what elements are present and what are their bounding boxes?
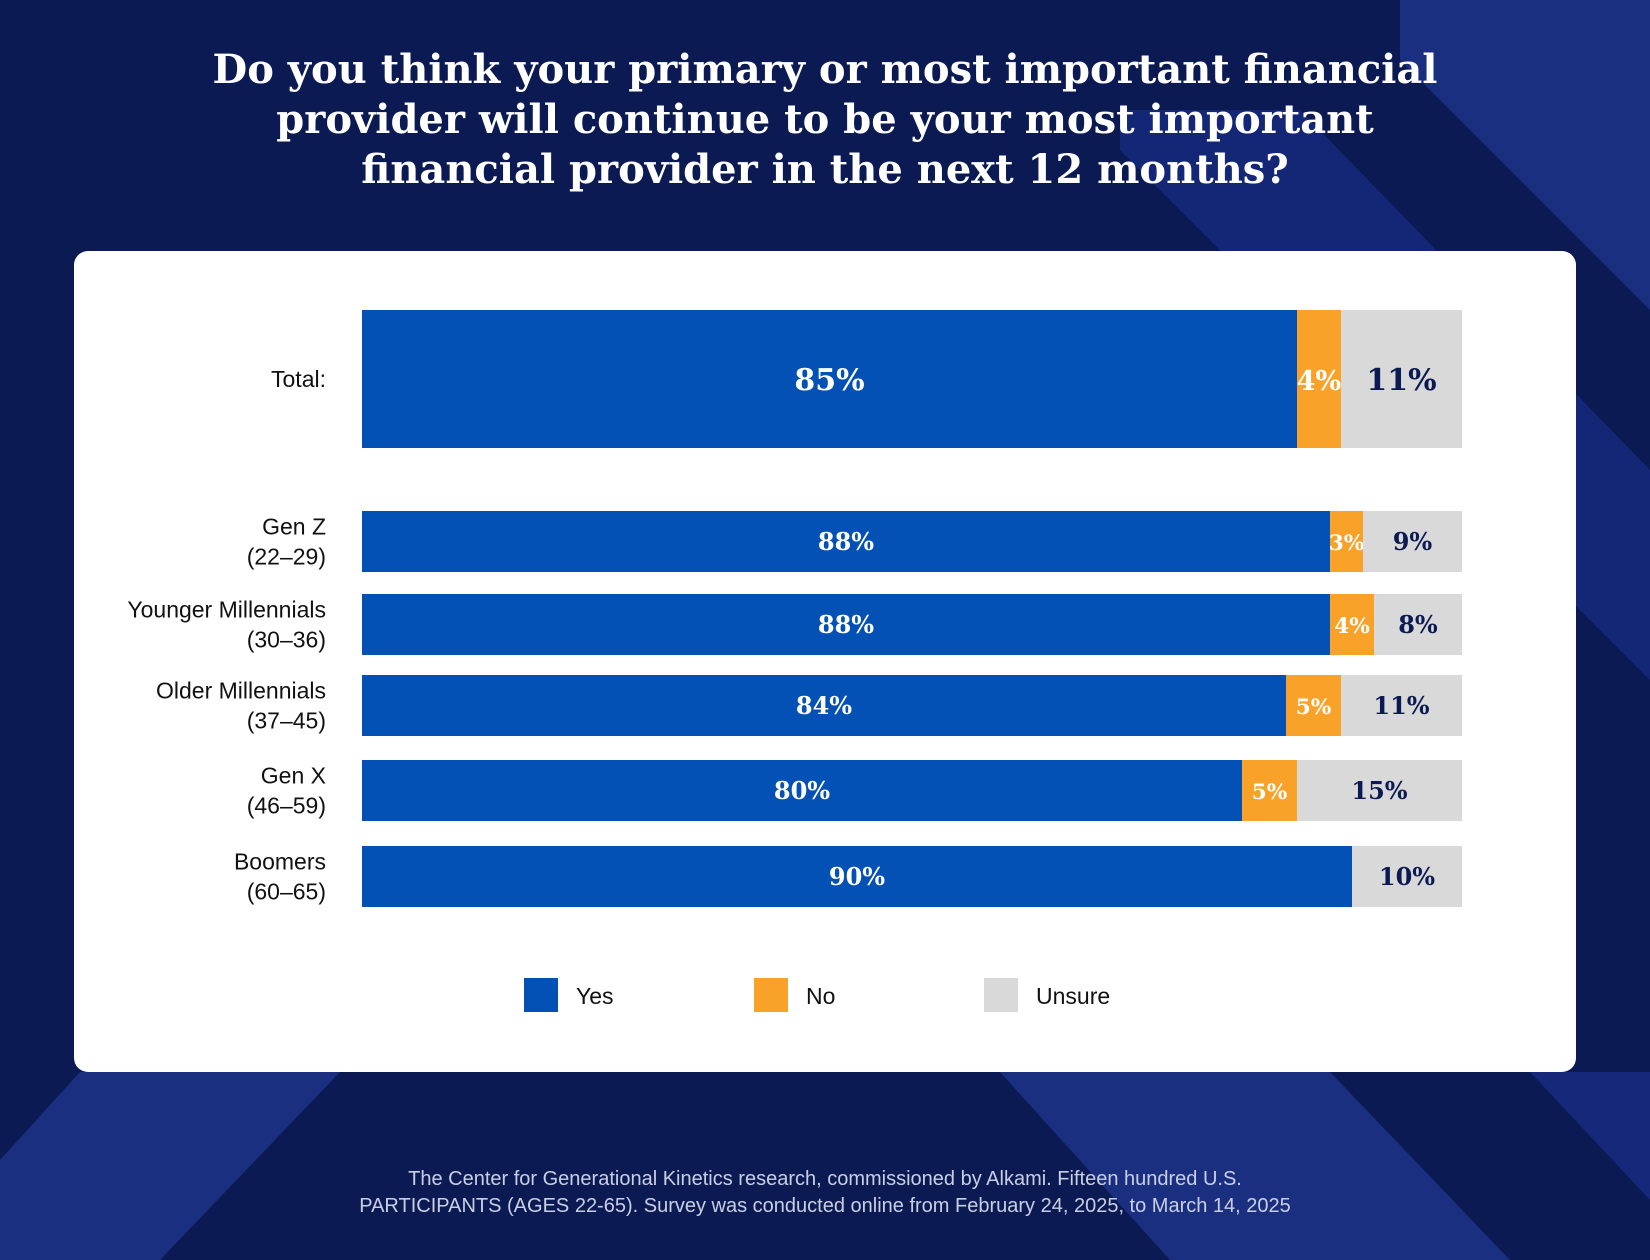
legend-label-unsure: Unsure [1036,983,1111,1009]
category-label: Older Millennials (37–45) [156,678,326,734]
category-label: Gen Z (22–29) [247,514,326,570]
category-label-line: (60–65) [247,879,326,905]
category-label: Boomers (60–65) [234,849,326,905]
legend-swatch-unsure [984,978,1018,1012]
category-label-line: Gen Z [262,514,326,540]
bar-segment-no [1297,310,1341,448]
stripe-bottom-right [1000,1072,1510,1260]
data-label-unsure: 15% [1351,776,1407,805]
stacked-bar-chart: Total: 85% 4% 11% Gen Z (22–29) 88% 3% 9% Younger… [127,310,1462,907]
category-label-line: (37–45) [247,708,326,734]
data-label-unsure: 9% [1393,527,1433,556]
data-label-no: 5% [1252,780,1288,805]
legend-swatch-no [754,978,788,1012]
category-label-line: (46–59) [247,793,326,819]
category-label-line: Gen X [261,763,326,789]
source-footnote: The Center for Generational Kinetics res… [200,1166,1450,1220]
category-label: Gen X (46–59) [247,763,326,819]
legend-label-no: No [806,983,836,1009]
bar-segment-unsure [1341,310,1462,448]
stripe-bottom-corner [1530,1072,1650,1200]
category-label-line: Total: [271,366,326,392]
data-label-yes: 90% [829,862,885,891]
category-label-line: Older Millennials [156,678,326,704]
bar-segment-unsure [1352,846,1462,907]
title-line-3: financial provider in the next 12 months… [361,146,1289,193]
category-label-line: (30–36) [247,627,326,653]
data-label-no: 4% [1297,366,1341,397]
bar-segment-yes [362,760,1242,821]
data-label-yes: 84% [796,691,852,720]
category-label-line: (22–29) [247,544,326,570]
bar-segment-no [1330,511,1363,572]
title-line-1: Do you think your primary or most import… [212,46,1438,93]
data-label-no: 5% [1296,695,1332,720]
category-label: Total: [271,366,326,392]
data-label-no: 3% [1329,531,1365,556]
data-label-yes: 85% [794,363,864,398]
footnote-line-1: The Center for Generational Kinetics res… [408,1168,1242,1190]
chart-card: Total: 85% 4% 11% Gen Z (22–29) 88% 3% 9% Younger… [74,251,1576,1072]
stripe-top-right [1400,0,1650,310]
legend-label-yes: Yes [576,983,614,1009]
stripe-bottom-left [0,1072,340,1260]
bar-segment-yes [362,846,1352,907]
legend: Yes No Unsure [74,978,1576,1014]
data-label-yes: 80% [774,776,830,805]
bar-segment-no [1330,594,1374,655]
bar-segment-unsure [1374,594,1462,655]
bar-segment-unsure [1341,675,1462,736]
bar-segment-no [1242,760,1297,821]
data-label-yes: 88% [818,527,874,556]
legend-swatch-yes [524,978,558,1012]
data-label-yes: 88% [818,610,874,639]
bar-segment-unsure [1297,760,1462,821]
category-label: Younger Millennials (30–36) [127,597,326,653]
bar-segment-no [1286,675,1341,736]
bar-segment-yes [362,594,1330,655]
chart-title: Do you think your primary or most import… [120,45,1530,195]
data-label-unsure: 11% [1366,363,1436,398]
bar-segment-yes [362,675,1286,736]
data-label-unsure: 11% [1373,691,1429,720]
data-label-no: 4% [1334,614,1370,639]
data-label-unsure: 8% [1398,610,1438,639]
category-label-line: Boomers [234,849,326,875]
title-line-2: provider will continue to be your most i… [276,96,1374,143]
category-label-line: Younger Millennials [127,597,326,623]
bar-segment-yes [362,511,1330,572]
bar-segment-unsure [1363,511,1462,572]
bar-segment-yes [362,310,1297,448]
footnote-line-2: PARTICIPANTS (AGES 22-65). Survey was co… [359,1195,1291,1217]
data-label-unsure: 10% [1379,862,1435,891]
